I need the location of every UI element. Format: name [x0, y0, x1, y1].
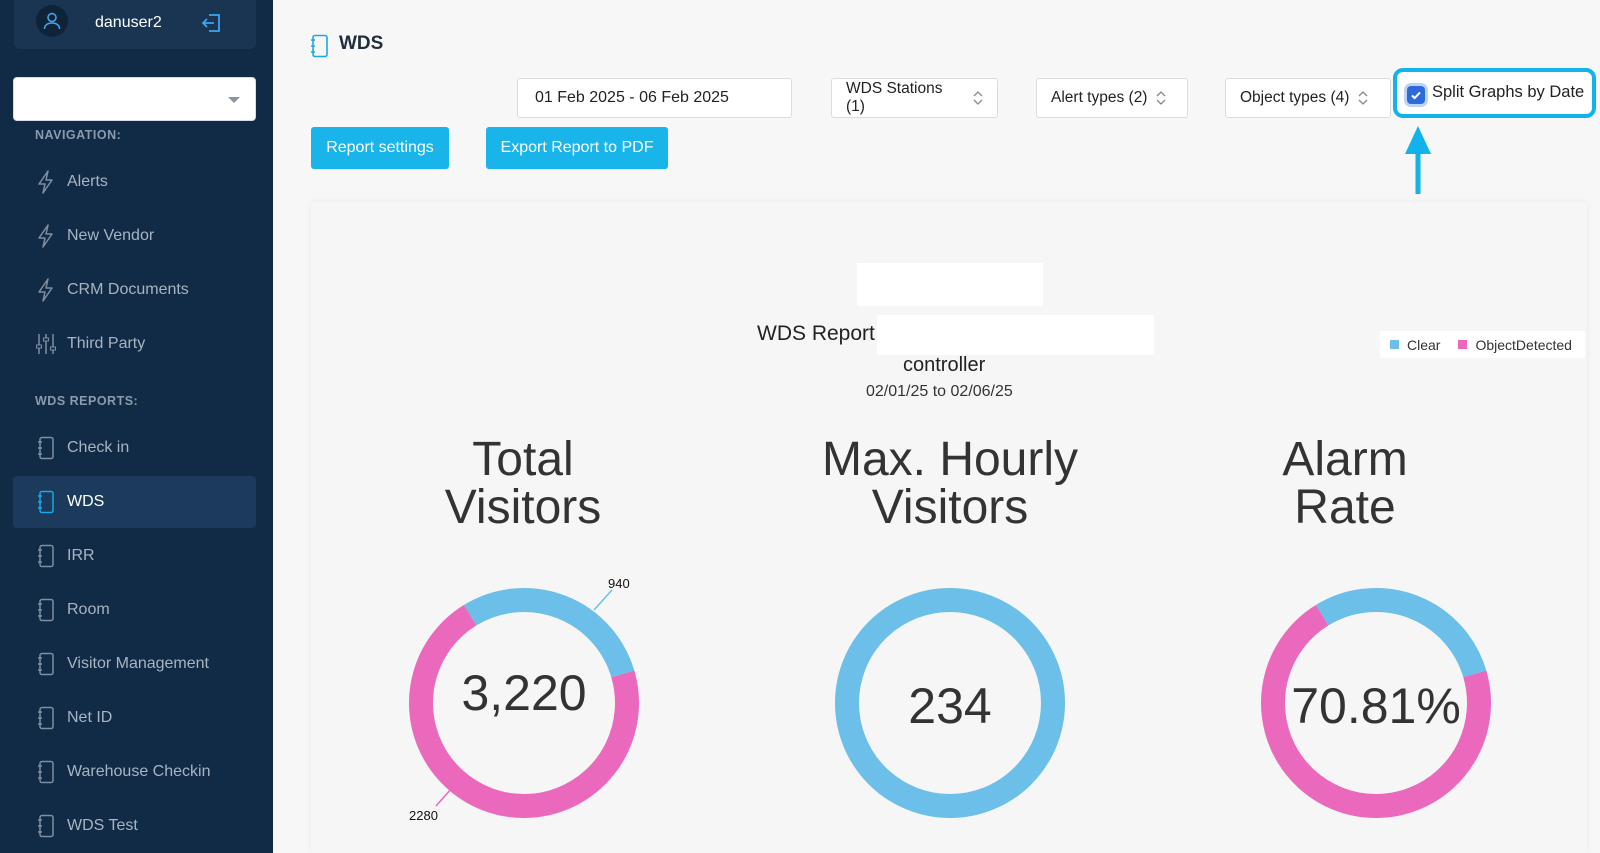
sidebar-item-label: Third Party [67, 335, 146, 352]
sidebar-item-crm-documents[interactable]: CRM Documents [13, 264, 256, 316]
chart-legend: Clear ObjectDetected [1380, 331, 1585, 358]
navigation-heading: NAVIGATION: [35, 128, 122, 142]
page-title: WDS [339, 33, 384, 54]
split-graphs-label: Split Graphs by Date [1432, 83, 1585, 101]
legend-label-objectdetected[interactable]: ObjectDetected [1475, 336, 1572, 353]
sidebar-item-label: Net ID [67, 709, 113, 726]
sidebar-item-label: Visitor Management [67, 655, 209, 672]
sidebar-item-irr[interactable]: IRR [13, 530, 256, 582]
slice-leader-line [593, 589, 613, 611]
donut-chart-alarm-rate [1261, 588, 1491, 818]
kpi-title-alarm-rate: Alarm Rate [1282, 433, 1408, 534]
notebook-icon [35, 435, 57, 461]
notebook-icon [35, 651, 57, 677]
report-date-range: 02/01/25 to 02/06/25 [866, 383, 1013, 400]
notebook-icon [310, 34, 330, 63]
sidebar-item-label: Alerts [67, 173, 108, 190]
bolt-icon [35, 169, 57, 195]
sidebar-item-check-in[interactable]: Check in [13, 422, 256, 474]
bolt-icon [35, 277, 57, 303]
sidebar-item-wds[interactable]: WDS [13, 476, 256, 528]
organization-select[interactable] [13, 77, 256, 121]
split-graphs-checkbox[interactable] [1407, 86, 1425, 104]
kpi-title-total-visitors: Total Visitors [444, 433, 602, 534]
legend-swatch-objectdetected [1458, 340, 1468, 349]
donut-chart-max-hourly-visitors [835, 588, 1065, 818]
sidebar-item-net-id[interactable]: Net ID [13, 692, 256, 744]
alert-types-label: Alert types (2) [1051, 89, 1148, 106]
donut-center-value: 70.81% [1291, 678, 1461, 734]
split-graphs-highlight: Split Graphs by Date [1393, 68, 1596, 118]
redacted-block [877, 315, 1154, 355]
sidebar-item-label: WDS Test [67, 817, 138, 834]
donut-center-value: 234 [908, 678, 992, 734]
notebook-icon [35, 759, 57, 785]
sidebar-item-label: CRM Documents [67, 281, 189, 298]
report-subtitle: controller [903, 354, 986, 376]
export-pdf-button[interactable]: Export Report to PDF [486, 127, 668, 169]
notebook-icon [35, 813, 57, 839]
sidebar-item-new-vendor[interactable]: New Vendor [13, 210, 256, 262]
bolt-icon [35, 223, 57, 249]
sidebar-item-warehouse-checkin[interactable]: Warehouse Checkin [13, 746, 256, 798]
donut-chart-total-visitors [409, 588, 639, 818]
sidebar-item-alerts[interactable]: Alerts [13, 156, 256, 208]
notebook-icon [35, 705, 57, 731]
sidebar-item-label: IRR [67, 547, 95, 564]
date-range-input[interactable]: 01 Feb 2025 - 06 Feb 2025 [517, 78, 792, 118]
sidebar-item-label: Room [67, 601, 110, 618]
sidebar-item-room[interactable]: Room [13, 584, 256, 636]
sidebar: danuser2 NAVIGATION: Alerts New Vendor CRM… [0, 0, 273, 853]
report-panel [311, 202, 1587, 853]
sliders-icon [35, 331, 57, 357]
updown-chevron-icon [973, 90, 983, 106]
donut-slice-objectdetected[interactable] [1261, 604, 1491, 818]
sidebar-item-label: Check in [67, 439, 130, 456]
user-icon[interactable] [36, 5, 68, 37]
redacted-block [857, 263, 1043, 306]
sidebar-item-label: Warehouse Checkin [67, 763, 211, 780]
arrow-up-icon [1403, 124, 1433, 201]
donut-slice-clear[interactable] [1315, 588, 1487, 678]
user-name: danuser2 [95, 14, 162, 31]
notebook-icon [35, 489, 57, 515]
logout-icon[interactable] [200, 11, 224, 35]
wds-reports-heading: WDS REPORTS: [35, 394, 139, 408]
slice-leader-line [435, 787, 453, 807]
notebook-icon [35, 543, 57, 569]
donut-slice-clear[interactable] [835, 588, 1065, 818]
object-types-label: Object types (4) [1240, 89, 1350, 106]
slice-label-objectdetected: 2280 [409, 808, 438, 823]
chevron-down-icon [228, 97, 240, 103]
sidebar-item-label: New Vendor [67, 227, 155, 244]
wds-stations-label: WDS Stations (1) [846, 80, 943, 115]
donut-center-value: 3,220 [461, 665, 587, 721]
alert-types-select[interactable]: Alert types (2) [1036, 78, 1188, 118]
sidebar-item-third-party[interactable]: Third Party [13, 318, 256, 370]
sidebar-item-visitor-management[interactable]: Visitor Management [13, 638, 256, 690]
updown-chevron-icon [1156, 90, 1166, 106]
kpi-title-max-hourly-visitors: Max. Hourly Visitors [821, 433, 1079, 534]
notebook-icon [35, 597, 57, 623]
slice-label-clear: 940 [608, 576, 630, 591]
donut-slice-objectdetected[interactable] [409, 604, 639, 818]
sidebar-item-wds-test[interactable]: WDS Test [13, 800, 256, 852]
donut-slice-clear[interactable] [463, 588, 635, 678]
report-settings-button[interactable]: Report settings [311, 127, 449, 169]
legend-label-clear[interactable]: Clear [1407, 336, 1441, 353]
wds-stations-select[interactable]: WDS Stations (1) [831, 78, 998, 118]
user-box: danuser2 [14, 0, 256, 49]
object-types-select[interactable]: Object types (4) [1225, 78, 1391, 118]
legend-swatch-clear [1390, 340, 1399, 349]
updown-chevron-icon [1358, 90, 1368, 106]
sidebar-item-label: WDS [67, 493, 105, 510]
report-title: WDS Report [757, 322, 875, 345]
